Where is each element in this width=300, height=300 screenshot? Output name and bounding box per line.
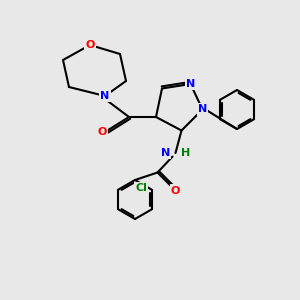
Text: O: O: [171, 185, 180, 196]
Text: O: O: [85, 40, 95, 50]
Text: H: H: [181, 148, 190, 158]
Text: N: N: [198, 104, 207, 115]
Text: N: N: [100, 91, 109, 101]
Text: O: O: [97, 127, 107, 137]
Text: Cl: Cl: [135, 183, 147, 193]
Text: N: N: [186, 79, 195, 89]
Text: N: N: [161, 148, 170, 158]
